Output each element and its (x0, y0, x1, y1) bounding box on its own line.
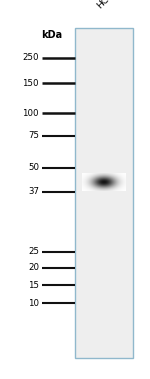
Text: HCT116: HCT116 (95, 0, 127, 10)
Text: 20: 20 (28, 263, 39, 273)
Bar (75, 28, 133, 358)
Text: 25: 25 (28, 247, 39, 257)
Text: 37: 37 (28, 188, 39, 196)
Text: 15: 15 (28, 280, 39, 290)
Text: 150: 150 (22, 78, 39, 88)
Text: 10: 10 (28, 299, 39, 307)
Text: 50: 50 (28, 163, 39, 172)
Text: kDa: kDa (41, 30, 62, 40)
Text: 75: 75 (28, 132, 39, 141)
Text: 100: 100 (22, 108, 39, 117)
Text: 250: 250 (22, 53, 39, 63)
